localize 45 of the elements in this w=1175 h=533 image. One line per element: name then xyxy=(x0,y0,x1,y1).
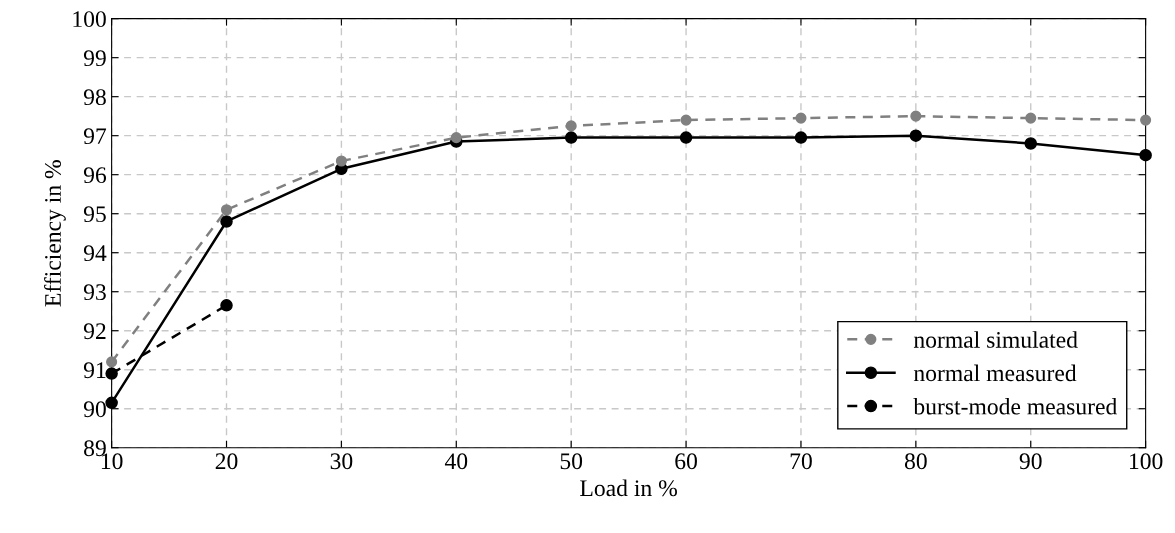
y-tick-label: 95 xyxy=(83,206,106,223)
y-tick-label: 92 xyxy=(83,323,106,340)
point xyxy=(220,204,233,216)
x-tick-label: 40 xyxy=(444,453,468,470)
x-tick-label: 20 xyxy=(215,453,238,470)
point xyxy=(105,367,118,380)
x-tick-label: 80 xyxy=(904,453,927,470)
legend-label: normal simulated xyxy=(913,331,1078,348)
y-tick-label: 90 xyxy=(83,401,106,418)
y-tick-label: 99 xyxy=(83,50,106,67)
y-axis-title: Efficiency in % xyxy=(44,160,66,307)
point xyxy=(795,112,807,124)
point xyxy=(565,120,577,132)
point xyxy=(450,132,462,144)
x-tick-label: 60 xyxy=(675,453,697,470)
point xyxy=(220,299,233,312)
legend-label: burst-mode measured xyxy=(913,397,1117,415)
y-tick-label: 93 xyxy=(83,284,106,301)
x-tick-label: 90 xyxy=(1019,453,1042,470)
point xyxy=(335,155,347,167)
x-tick-label: 30 xyxy=(330,453,353,470)
point xyxy=(564,131,578,144)
point xyxy=(1139,148,1152,162)
point xyxy=(220,215,233,228)
point xyxy=(105,396,118,410)
legend-label: normal measured xyxy=(913,364,1077,382)
y-tick-label: 91 xyxy=(83,362,106,379)
y-tick-label: 100 xyxy=(73,11,106,28)
point xyxy=(909,129,923,142)
point xyxy=(1140,114,1152,126)
point xyxy=(1025,112,1037,124)
point xyxy=(680,114,692,126)
y-tick-label: 97 xyxy=(83,128,107,145)
x-tick-label: 50 xyxy=(560,453,583,470)
point xyxy=(794,131,808,144)
y-tick-label: 98 xyxy=(83,89,106,106)
x-tick-label: 100 xyxy=(1129,453,1163,470)
point xyxy=(679,131,693,144)
point xyxy=(910,110,922,122)
x-axis-title: Load in % xyxy=(580,479,677,497)
point xyxy=(1024,137,1037,150)
y-tick-label: 96 xyxy=(83,167,107,184)
y-tick-label: 94 xyxy=(83,245,107,262)
x-tick-label: 70 xyxy=(790,453,812,470)
point xyxy=(106,356,118,368)
